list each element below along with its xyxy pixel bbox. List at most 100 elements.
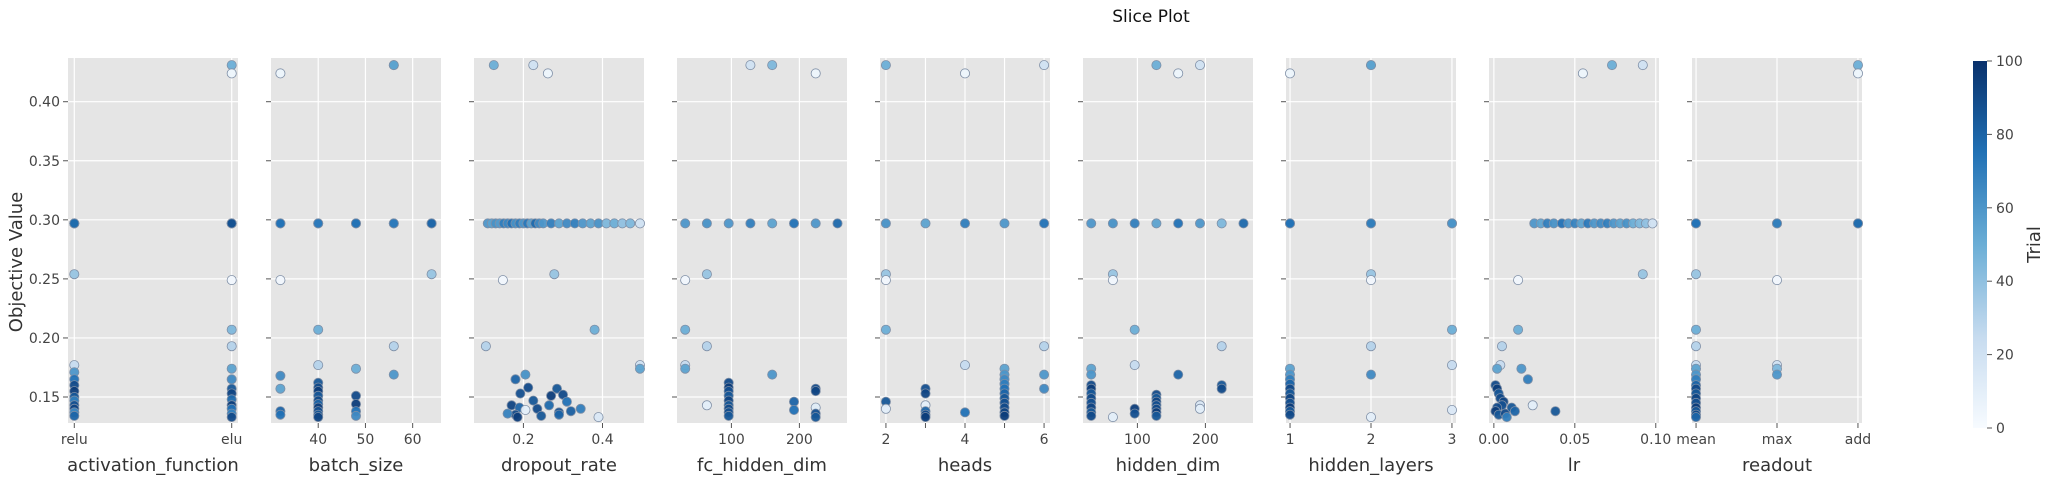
x-axis-label-dropout_rate: dropout_rate: [501, 455, 617, 476]
data-point: [701, 400, 712, 411]
data-point: [1039, 341, 1050, 352]
data-point: [810, 218, 821, 229]
data-point: [275, 68, 286, 79]
data-point: [1366, 60, 1377, 71]
y-tick-label: 0.25: [29, 272, 60, 288]
data-point: [1173, 218, 1184, 229]
panel-background: [68, 58, 238, 423]
data-point: [275, 275, 286, 286]
data-point: [275, 370, 286, 381]
data-point: [1151, 410, 1162, 421]
data-point: [388, 218, 399, 229]
data-point: [226, 60, 237, 71]
data-point: [1285, 68, 1296, 79]
data-point: [1086, 410, 1097, 421]
colorbar-tick-label: 60: [1996, 201, 2014, 217]
data-point: [275, 409, 286, 420]
data-point: [1039, 369, 1050, 380]
data-point: [920, 388, 931, 399]
data-point: [69, 410, 80, 421]
data-point: [1691, 218, 1702, 229]
data-point: [313, 324, 324, 335]
data-point: [680, 218, 691, 229]
panel-background: [474, 58, 644, 423]
data-point: [1238, 218, 1249, 229]
x-tick-label: relu: [61, 432, 88, 448]
data-point: [1366, 369, 1377, 380]
x-tick-label: 0.05: [1559, 432, 1590, 448]
data-point: [515, 388, 526, 399]
colorbar-gradient: [1973, 61, 1987, 428]
panels-group: 0.15 0.20 0.25 0.30 0.35 0.40 relu elu activatio…: [29, 58, 1871, 476]
colorbar-tick-label: 80: [1996, 127, 2014, 143]
x-tick-label: 200: [1192, 432, 1219, 448]
data-point: [480, 341, 491, 352]
data-point: [520, 369, 531, 380]
data-point: [767, 60, 778, 71]
data-point: [680, 363, 691, 374]
data-point: [226, 363, 237, 374]
data-point: [1173, 68, 1184, 79]
data-point: [1772, 275, 1783, 286]
x-tick-label: 2: [881, 432, 890, 448]
x-tick-label: 4: [961, 432, 970, 448]
data-point: [1039, 218, 1050, 229]
data-point: [680, 275, 691, 286]
data-point: [350, 363, 361, 374]
data-point: [701, 269, 712, 280]
data-point: [226, 68, 237, 79]
data-point: [1447, 360, 1458, 371]
data-point: [1366, 275, 1377, 286]
data-point: [1195, 403, 1206, 414]
data-point: [1129, 324, 1140, 335]
colorbar-tick-label: 0: [1996, 421, 2005, 437]
data-point: [1173, 369, 1184, 380]
data-point: [528, 60, 539, 71]
panel-fc_hidden_dim: 100 200 fc_hidden_dim: [672, 58, 847, 476]
data-point: [723, 218, 734, 229]
data-point: [810, 386, 821, 397]
data-point: [1853, 68, 1864, 79]
panel-hidden_layers: 1 2 3 hidden_layers: [1281, 58, 1458, 476]
x-tick-label: 0.00: [1478, 432, 1509, 448]
x-tick-label: 0.2: [512, 432, 534, 448]
panel-activation_function: 0.15 0.20 0.25 0.30 0.35 0.40 relu elu activatio…: [29, 58, 242, 476]
panel-background: [1489, 58, 1659, 423]
panel-background: [1083, 58, 1253, 423]
data-point: [226, 341, 237, 352]
data-point: [1447, 324, 1458, 335]
x-tick-label: 100: [718, 432, 745, 448]
data-point: [1647, 218, 1658, 229]
x-tick-label: add: [1845, 432, 1871, 448]
x-axis-label-hidden_layers: hidden_layers: [1308, 455, 1433, 476]
data-point: [999, 410, 1010, 421]
data-point: [1285, 218, 1296, 229]
data-point: [1691, 412, 1702, 423]
data-point: [1366, 341, 1377, 352]
data-point: [1577, 68, 1588, 79]
data-point: [1691, 269, 1702, 280]
data-point: [920, 218, 931, 229]
panel-background: [677, 58, 847, 423]
data-point: [554, 409, 565, 420]
data-point: [789, 218, 800, 229]
data-point: [1447, 218, 1458, 229]
data-point: [767, 218, 778, 229]
data-point: [680, 324, 691, 335]
x-tick-label: 200: [786, 432, 813, 448]
data-point: [1853, 60, 1864, 71]
data-point: [1216, 383, 1227, 394]
data-point: [388, 60, 399, 71]
x-axis-label-heads: heads: [938, 455, 992, 476]
data-point: [565, 406, 576, 417]
data-point: [593, 412, 604, 423]
data-point: [1129, 360, 1140, 371]
data-point: [920, 412, 931, 423]
data-point: [388, 341, 399, 352]
data-point: [226, 412, 237, 423]
data-point: [1853, 218, 1864, 229]
data-point: [1366, 218, 1377, 229]
data-point: [1637, 269, 1648, 280]
